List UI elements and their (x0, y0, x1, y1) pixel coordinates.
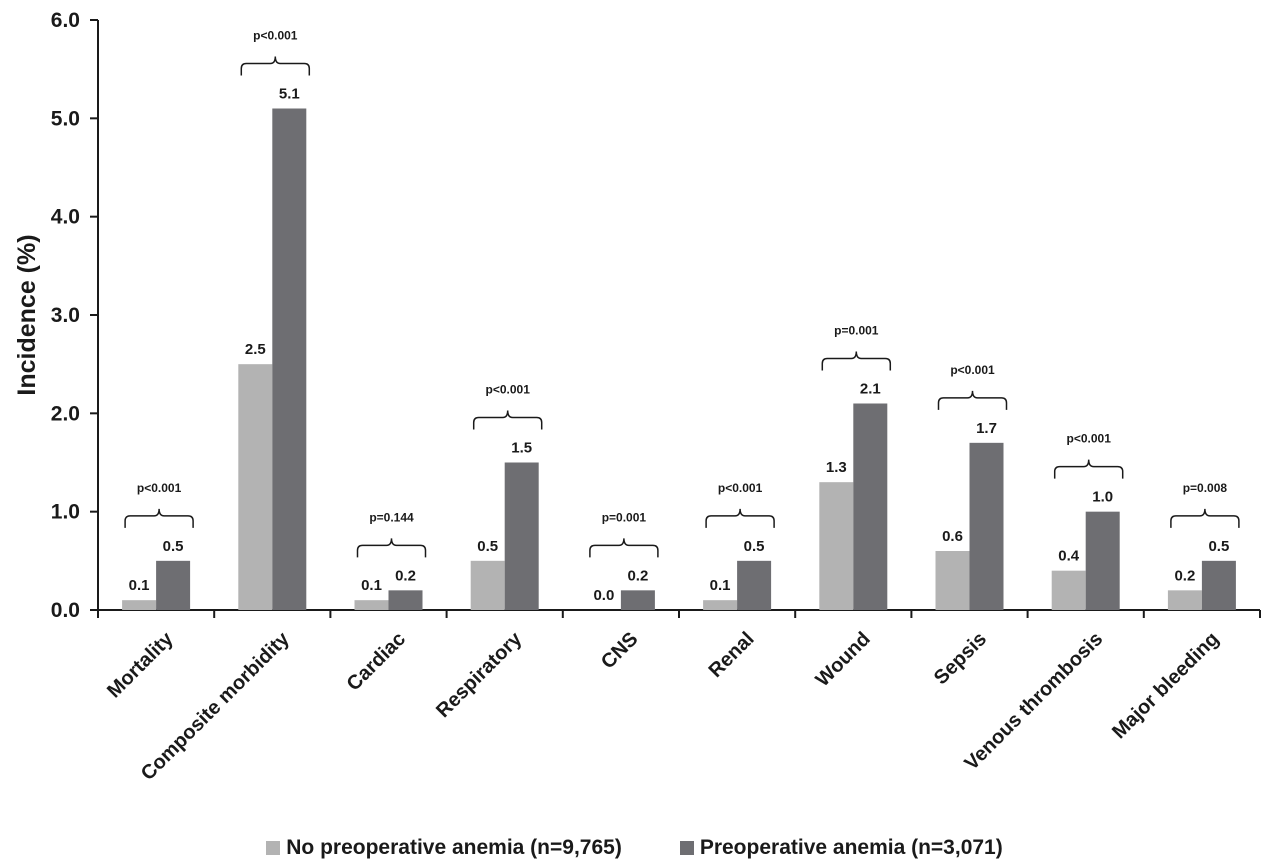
y-tick-label: 1.0 (51, 501, 80, 524)
x-category-label: Cardiac (343, 628, 410, 695)
chart-annotations: 0.1 0.5 p<0.001 2.5 5.1 p<0.001 0.1 0.2 p=0.144 0… (124, 29, 1240, 604)
data-label-anemia: 0.5 (1208, 538, 1229, 555)
y-tick-label: 4.0 (51, 206, 80, 229)
data-label-no-anemia: 0.0 (593, 587, 614, 604)
data-label-anemia: 1.5 (511, 440, 532, 457)
p-value-label: p=0.144 (369, 510, 414, 524)
data-label-anemia: 0.5 (744, 538, 765, 555)
legend-label-anemia: Preoperative anemia (n=3,071) (699, 836, 1003, 859)
y-tick-label: 3.0 (51, 304, 80, 327)
y-tick-label: 0.0 (51, 599, 80, 622)
data-label-no-anemia: 0.6 (942, 528, 963, 545)
data-label-anemia: 1.7 (976, 420, 997, 437)
p-value-label: p<0.001 (718, 481, 763, 495)
chart-legend: No preoperative anemia (n=9,765) Preoper… (0, 836, 1269, 860)
x-category-label: Major bleeding (1108, 628, 1223, 743)
significance-brace (589, 538, 659, 558)
bar-anemia (853, 403, 888, 610)
y-tick-label: 5.0 (51, 107, 80, 130)
data-label-no-anemia: 0.1 (361, 577, 382, 594)
bar-anemia (156, 560, 191, 610)
bar-anemia (388, 590, 423, 610)
bar-no-anemia (238, 364, 273, 610)
legend-item-anemia: Preoperative anemia (n=3,071) (679, 836, 1003, 860)
p-value-label: p=0.001 (834, 324, 879, 338)
data-label-anemia: 5.1 (279, 86, 300, 103)
y-tick-label: 6.0 (51, 9, 80, 32)
bar-anemia (272, 108, 307, 610)
data-label-no-anemia: 0.1 (710, 577, 731, 594)
data-label-no-anemia: 0.4 (1058, 548, 1080, 565)
p-value-label: p<0.001 (253, 29, 298, 43)
x-category-label: Sepsis (930, 628, 991, 689)
bar-no-anemia (470, 560, 505, 610)
bar-no-anemia (1167, 590, 1202, 610)
data-label-no-anemia: 2.5 (245, 341, 266, 358)
legend-swatch-anemia (679, 841, 694, 855)
data-label-no-anemia: 0.2 (1174, 567, 1195, 584)
bar-no-anemia (935, 551, 970, 610)
bar-anemia (969, 442, 1004, 610)
p-value-label: p<0.001 (486, 383, 531, 397)
bar-anemia (504, 462, 539, 610)
significance-brace (1053, 459, 1124, 479)
bar-anemia (1201, 560, 1236, 610)
bar-no-anemia (819, 482, 854, 610)
p-value-label: p<0.001 (950, 363, 995, 377)
legend-swatch-no-anemia (266, 841, 281, 855)
legend-label-no-anemia: No preoperative anemia (n=9,765) (286, 836, 622, 859)
significance-brace (472, 410, 543, 430)
data-label-no-anemia: 1.3 (826, 459, 847, 476)
bar-no-anemia (1051, 570, 1086, 610)
x-category-label: Renal (705, 628, 759, 682)
bar-anemia (620, 590, 655, 610)
data-label-anemia: 0.2 (395, 567, 416, 584)
bar-no-anemia (703, 600, 738, 610)
significance-brace (124, 508, 194, 528)
bar-no-anemia (354, 600, 389, 610)
bar-no-anemia (122, 600, 157, 610)
data-label-anemia: 0.5 (163, 538, 184, 555)
p-value-label: p=0.001 (602, 510, 647, 524)
p-value-label: p<0.001 (137, 481, 182, 495)
data-label-no-anemia: 0.1 (129, 577, 150, 594)
p-value-label: p=0.008 (1183, 481, 1228, 495)
legend-item-no-anemia: No preoperative anemia (n=9,765) (266, 836, 622, 860)
data-label-no-anemia: 0.5 (477, 538, 498, 555)
significance-brace (1170, 508, 1240, 528)
p-value-label: p<0.001 (1067, 432, 1112, 446)
significance-brace (705, 508, 775, 528)
data-label-anemia: 2.1 (860, 381, 881, 398)
y-axis-label: Incidence (%) (13, 234, 41, 395)
x-category-label: CNS (597, 628, 642, 673)
significance-brace (937, 390, 1008, 410)
x-category-label: Respiratory (432, 627, 527, 722)
x-category-label: Wound (812, 628, 875, 691)
significance-brace (356, 538, 427, 558)
significance-brace (240, 56, 311, 76)
data-label-anemia: 0.2 (627, 567, 648, 584)
data-label-anemia: 1.0 (1092, 489, 1113, 506)
x-category-label: Mortality (103, 627, 178, 702)
bar-anemia (1085, 511, 1120, 610)
y-tick-label: 2.0 (51, 402, 80, 425)
bar-anemia (737, 560, 772, 610)
significance-brace (821, 351, 892, 371)
chart-bars (122, 108, 1236, 610)
chart-axes: 0.01.02.03.04.05.06.0MortalityComposite … (51, 9, 1261, 785)
